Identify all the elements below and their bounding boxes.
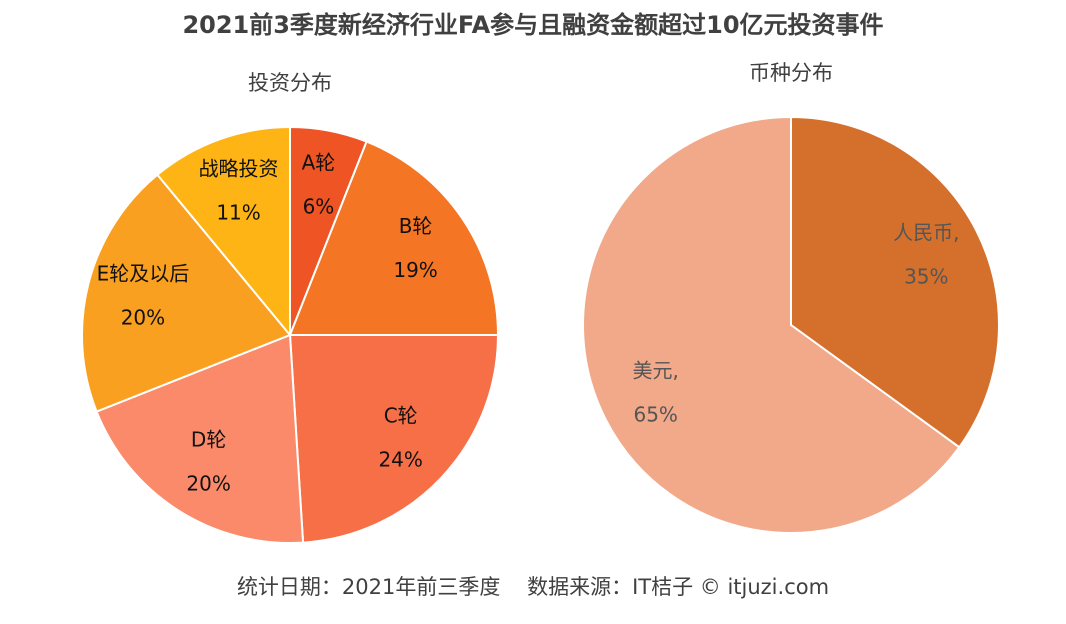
pie-title: 币种分布 xyxy=(749,61,833,85)
slice-label: 美元, xyxy=(633,358,679,382)
slice-label: C轮 xyxy=(384,403,418,427)
value-label: 11% xyxy=(216,201,260,225)
chart-title: 2021前3季度新经济行业FA参与且融资金额超过10亿元投资事件 xyxy=(182,11,883,39)
value-label: 19% xyxy=(393,258,437,282)
slice-label: A轮 xyxy=(302,150,336,174)
pie-slice xyxy=(156,125,291,338)
pie-slice xyxy=(288,334,500,544)
value-label: 24% xyxy=(378,447,422,471)
pie-slice xyxy=(582,115,961,534)
pie-slice xyxy=(81,173,292,413)
pie-slice xyxy=(790,115,1000,449)
slice-label: E轮及以后 xyxy=(97,262,190,286)
value-label: 20% xyxy=(186,472,230,496)
footer: 统计日期：2021年前三季度 数据来源：IT桔子 © itjuzi.com xyxy=(237,575,829,599)
slice-label: D轮 xyxy=(191,428,226,452)
value-label: 20% xyxy=(121,306,165,330)
slice-label: 人民币, xyxy=(893,221,959,245)
pie-title: 投资分布 xyxy=(248,71,332,95)
slice-label: B轮 xyxy=(399,214,433,238)
value-label: 6% xyxy=(303,194,335,218)
pie-slice xyxy=(288,140,500,336)
pie-slice xyxy=(95,333,305,544)
value-label: 35% xyxy=(904,265,948,289)
value-label: 65% xyxy=(633,402,677,426)
slice-label: 战略投资 xyxy=(199,157,279,181)
